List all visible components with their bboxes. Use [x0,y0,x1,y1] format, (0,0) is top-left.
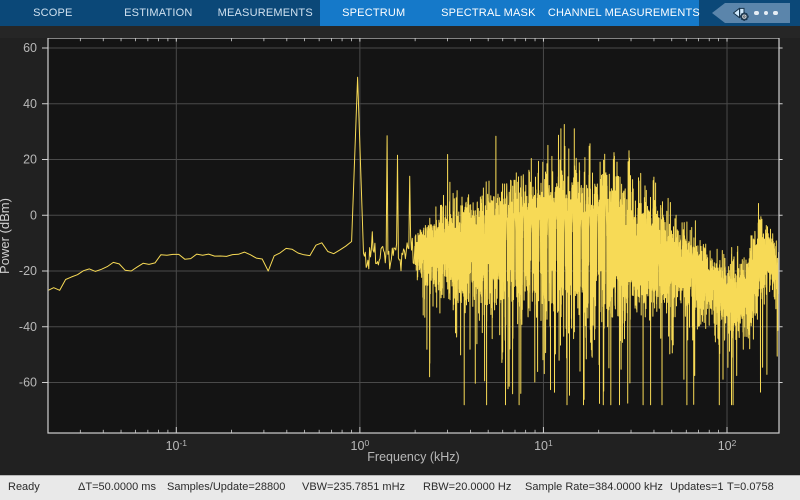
svg-text:60: 60 [23,41,37,55]
svg-text:-60: -60 [19,376,37,390]
svg-text:40: 40 [23,97,37,111]
svg-text:-20: -20 [19,264,37,278]
svg-text:20: 20 [23,153,37,167]
svg-text:0: 0 [30,208,37,222]
svg-text:-40: -40 [19,320,37,334]
